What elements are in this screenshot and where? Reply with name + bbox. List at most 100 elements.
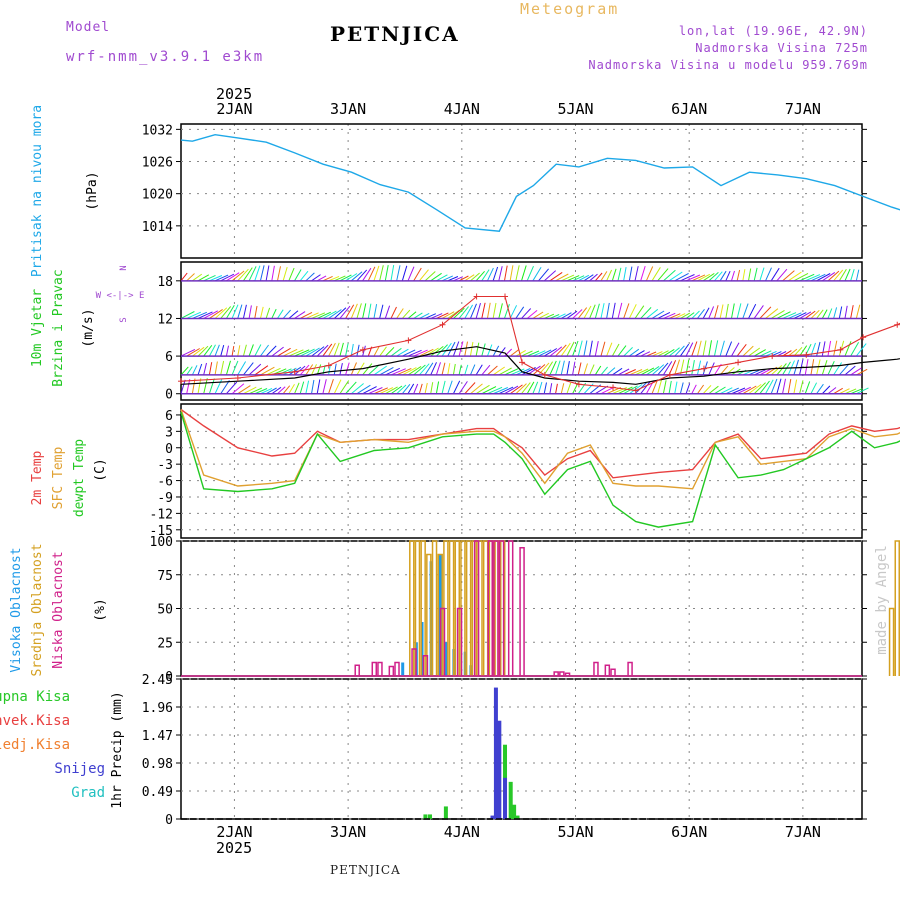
wind-barb [634,368,649,376]
wind-barb [623,369,636,376]
wind-barb [543,348,558,357]
wind-barb [691,341,698,357]
precip-tick-label: 2.45 [142,673,173,688]
wind-barb [203,362,207,376]
wind-barb [793,272,809,282]
cloud-bar-low [411,648,417,676]
wind-barb [827,360,835,376]
wind-barb [475,342,480,357]
wind-barb [685,342,694,357]
wind-barb [742,345,754,357]
wind-barb [486,302,491,319]
wind-barb [379,366,394,376]
temp-label-2m: 2m Temp [30,450,45,505]
wind-barb [419,348,434,357]
precip-bar-snow [497,720,502,819]
wind-barb [504,368,519,376]
wind-ylabel: 10m Vjetar [30,289,45,367]
wind-barb [640,307,652,319]
wind-barb [339,274,352,282]
wind-barb [225,345,229,357]
wind-unit: (m/s) [81,308,96,347]
precip-bar-rain [515,815,520,819]
wind-barb [685,312,695,319]
wind-barb [589,340,593,357]
wind-barb [299,381,305,394]
wind-barb [469,303,477,319]
wind-barb [526,266,534,282]
wind-barb [532,311,544,319]
wind-barb [458,364,462,376]
wind-barb [430,313,443,319]
wind-barb [634,350,645,357]
wind-barb [657,362,669,376]
temp-tick-label: -3 [157,458,173,473]
wind-barb [271,346,284,357]
cloud-bar-high [420,622,424,676]
wind-barb [311,379,315,394]
wind-barb [759,267,765,281]
panel-5 [180,678,863,820]
wind-barb [379,265,384,281]
wind-barb [305,347,320,357]
top-date-label: 7JAN [785,100,821,118]
wind-barb [509,305,518,319]
wind-barb [180,311,195,319]
wind-barb [248,363,262,376]
wind-barb [334,275,346,282]
wind-barb [663,348,675,357]
wind-barb [242,344,247,357]
wind-barb [333,307,347,319]
wind-barb [827,387,837,395]
cloud-bar-low [593,661,599,676]
cloud-bar-low [604,664,611,676]
wind-barb [662,380,667,394]
wind-barb [333,379,342,394]
wind-barb [254,365,269,376]
wind-barb [226,381,238,395]
wind-barb [628,266,633,281]
wind-barb [589,304,596,319]
precip-bar-rain [443,806,448,819]
wind-barb [549,346,563,357]
wind-barb [838,363,850,376]
wind-barb [566,382,572,394]
wind-barb [316,344,329,357]
wind-barb [679,343,690,357]
wind-barb [350,343,354,357]
wind-barb [850,269,855,281]
cloud-bar-mid [431,540,438,676]
wind-barb [725,387,739,395]
wind-barb [311,346,325,357]
wind-barb [702,307,710,319]
cloud-bar-low [610,668,616,676]
wind-barb [197,311,213,319]
wind-barb [555,360,561,376]
wind-barb [254,265,261,281]
wind-barb [413,383,419,394]
wind-barb [504,304,510,319]
app-title: Meteogram [520,0,620,18]
wind-barb [600,341,606,357]
wind-barb [254,344,262,357]
wind-barb [305,312,319,319]
wind-barb [634,305,645,319]
cloud-tick-label: 100 [150,535,173,550]
wind-barb [856,368,868,376]
wind-barb [265,265,270,281]
wind-barb [634,266,639,281]
wind-barb [730,270,735,281]
wind-barb [311,274,321,282]
wind-barb [521,350,533,357]
wind-barb [827,340,832,357]
wind-barb [668,313,681,319]
wind-barb [373,346,380,357]
wind-barb [583,363,588,376]
wind-tick-label: 18 [157,275,173,290]
wind-barb [435,362,441,376]
wind-barb [328,364,331,375]
wind-barb [804,381,811,394]
wind-barb [492,366,505,376]
wind-barb [572,361,576,375]
